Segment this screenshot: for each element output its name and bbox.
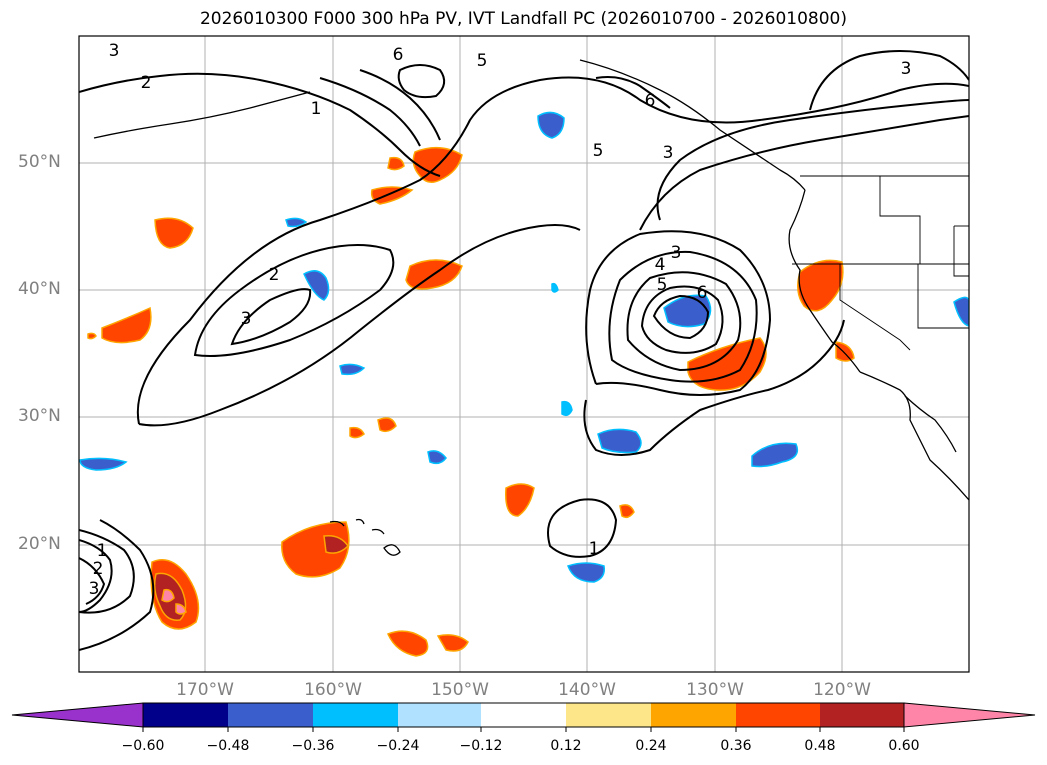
contour-label: 3 xyxy=(109,41,120,61)
colorbar-swatch xyxy=(143,703,228,727)
colorbar-tick-label: 0.48 xyxy=(804,738,836,754)
colorbar-swatch xyxy=(736,703,820,727)
political-borders xyxy=(792,175,969,351)
contour-label: 5 xyxy=(657,275,668,295)
colorbar-swatch xyxy=(228,703,313,727)
colorbar-swatch xyxy=(398,703,481,727)
contour-label: 3 xyxy=(89,579,100,599)
contour-label: 2 xyxy=(93,559,104,579)
positive-anomaly-regions xyxy=(87,146,855,657)
colorbar-outline xyxy=(142,702,905,728)
lon-label-120w: 120°W xyxy=(813,680,871,700)
contour-label: 1 xyxy=(97,541,108,561)
contour-label: 4 xyxy=(655,255,666,275)
lon-label-130w: 130°W xyxy=(686,680,744,700)
contour-label: 2 xyxy=(141,73,152,93)
colorbar-extend-min xyxy=(11,702,144,728)
contour-label: 6 xyxy=(697,283,708,303)
contour-label: 5 xyxy=(477,51,488,71)
contour-label: 1 xyxy=(311,99,322,119)
contour-label: 3 xyxy=(241,309,252,329)
lon-label-170w: 170°W xyxy=(176,680,234,700)
lon-label-140w: 140°W xyxy=(558,680,616,700)
colorbar xyxy=(11,702,1036,732)
contour-label: 3 xyxy=(671,243,682,263)
colorbar-tick-label: 0.60 xyxy=(888,738,920,754)
lon-label-150w: 150°W xyxy=(431,680,489,700)
colorbar-tick-label: −0.48 xyxy=(206,738,250,754)
map-frame xyxy=(78,35,970,673)
lat-label-20n: 20°N xyxy=(18,534,61,554)
pv-contours xyxy=(79,50,969,651)
lat-label-40n: 40°N xyxy=(18,279,61,299)
colorbar-swatch xyxy=(313,703,398,727)
colorbar-swatch xyxy=(651,703,736,727)
map-title: 2026010300 F000 300 hPa PV, IVT Landfall… xyxy=(199,9,847,29)
colorbar-swatch xyxy=(820,703,904,727)
lon-label-160w: 160°W xyxy=(304,680,362,700)
contour-label: 6 xyxy=(645,91,656,111)
negative-anomaly-regions xyxy=(79,111,969,583)
colorbar-tick-label: 0.24 xyxy=(635,738,667,754)
lat-label-30n: 30°N xyxy=(18,406,61,426)
contour-label: 3 xyxy=(663,143,674,163)
contour-labels: 3 2 1 6 5 5 6 3 3 4 5 6 2 3 1 1 2 3 3 xyxy=(89,41,912,599)
contour-label: 1 xyxy=(589,539,600,559)
colorbar-tick-label: −0.12 xyxy=(459,738,503,754)
colorbar-tick-label: −0.24 xyxy=(376,738,420,754)
colorbar-tick-label: −0.60 xyxy=(121,738,165,754)
lat-label-50n: 50°N xyxy=(18,152,61,172)
colorbar-extend-max xyxy=(903,702,1036,728)
contour-label: 5 xyxy=(593,141,604,161)
colorbar-tick-label: 0.36 xyxy=(720,738,752,754)
contour-label: 6 xyxy=(393,45,404,65)
coastlines xyxy=(93,59,969,556)
colorbar-swatch xyxy=(566,703,651,727)
colorbar-swatch xyxy=(481,703,566,727)
contour-label: 3 xyxy=(901,59,912,79)
contour-label: 2 xyxy=(269,265,280,285)
colorbar-tick-label: −0.36 xyxy=(291,738,335,754)
colorbar-tick-label: 0.12 xyxy=(550,738,582,754)
